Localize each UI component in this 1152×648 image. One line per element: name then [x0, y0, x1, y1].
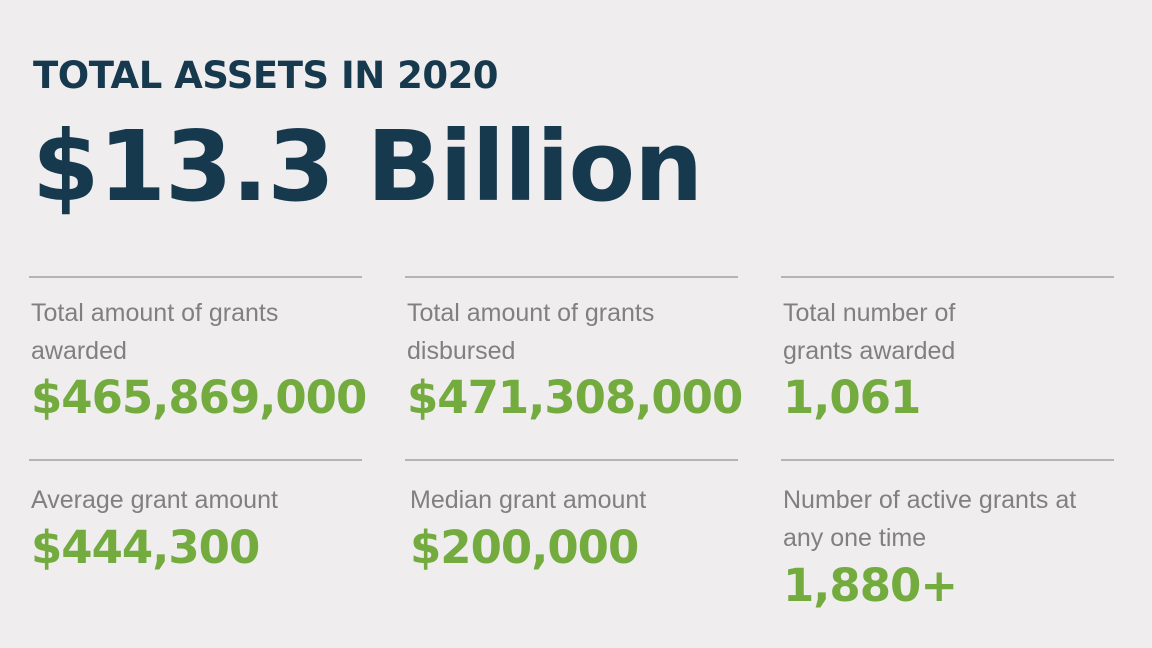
stat-label: Number of active grants at any one time: [783, 486, 1077, 552]
divider: [781, 459, 1114, 461]
stat-value: $471,308,000: [407, 371, 743, 424]
stat-label: Total amount of grants disbursed: [407, 299, 655, 365]
stat-value: $465,869,000: [31, 371, 367, 424]
stat-median-grant: Median grant amount $200,000: [405, 459, 738, 575]
stat-value: 1,880+: [783, 559, 958, 612]
stat-label: Median grant amount: [410, 486, 647, 514]
stat-value: $200,000: [410, 521, 639, 574]
stat-average-grant: Average grant amount $444,300: [29, 459, 362, 575]
divider: [781, 276, 1114, 278]
divider: [29, 276, 362, 278]
stat-label: Average grant amount: [31, 486, 278, 514]
divider: [405, 459, 738, 461]
stat-label: Total number of grants awarded: [783, 299, 956, 365]
stat-grants-disbursed-amount: Total amount of grants disbursed $471,30…: [405, 276, 743, 425]
page-title: TOTAL ASSETS IN 2020: [33, 54, 499, 97]
stat-value: 1,061: [783, 371, 921, 424]
divider: [405, 276, 738, 278]
stat-active-grants: Number of active grants at any one time …: [781, 459, 1114, 613]
total-assets-value: $13.3 Billion: [32, 110, 703, 223]
stat-label: Total amount of grants awarded: [31, 299, 279, 365]
divider: [29, 459, 362, 461]
stat-grants-awarded-count: Total number of grants awarded 1,061: [781, 276, 1114, 425]
stat-value: $444,300: [31, 521, 260, 574]
stat-grants-awarded-amount: Total amount of grants awarded $465,869,…: [29, 276, 367, 425]
